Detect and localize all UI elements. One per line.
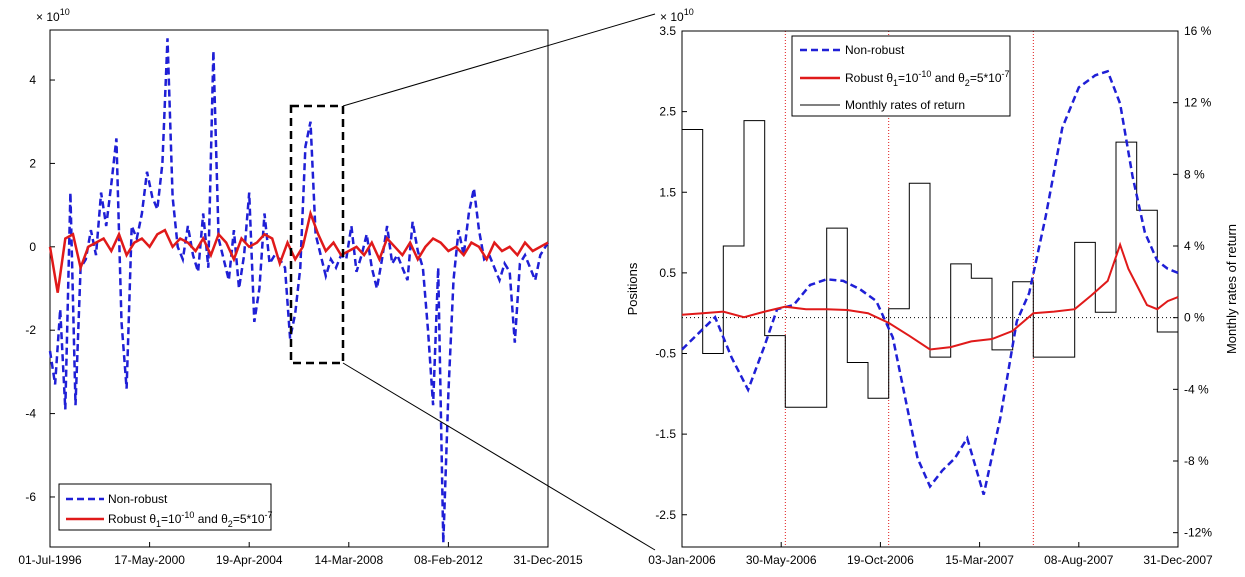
y2-tick-label: 8 %	[1184, 167, 1205, 181]
y-multiplier-label: × 1010	[660, 7, 694, 24]
x-tick-label: 08-Feb-2012	[414, 553, 483, 567]
y2-tick-label: -4 %	[1184, 382, 1209, 396]
zoom-connector	[289, 13, 656, 551]
legend-label-non-robust: Non-robust	[845, 43, 905, 57]
x-tick-label: 15-Mar-2007	[945, 553, 1014, 567]
x-tick-label: 08-Aug-2007	[1044, 553, 1114, 567]
legend-label-robust: Robust θ1=10-10 and θ2=5*10-7	[845, 69, 1010, 88]
y2-tick-label: 4 %	[1184, 239, 1205, 253]
y-tick-label: -2.5	[655, 508, 676, 522]
series-robust-line	[48, 209, 549, 293]
legend-label-non-robust: Non-robust	[108, 492, 168, 506]
y2-tick-label: 16 %	[1184, 24, 1212, 38]
y-tick-label: -2	[25, 323, 36, 337]
right-chart-panel: × 1010 Positions Monthly rates of return 3.…	[625, 7, 1239, 567]
x-tick-label: 19-Oct-2006	[847, 553, 914, 567]
y2-axis-title: Monthly rates of return	[1224, 224, 1239, 354]
legend-label-monthly-returns: Monthly rates of return	[845, 98, 965, 112]
y-tick-label: 2.5	[659, 105, 676, 119]
y-tick-label: 0.5	[659, 266, 676, 280]
y2-tick-label: -12%	[1184, 526, 1212, 540]
series-non-robust-line	[681, 69, 1179, 495]
legend-label-robust: Robust θ1=10-10 and θ2=5*10-7	[108, 510, 273, 529]
zoom-selection-box	[289, 104, 345, 365]
legend-box	[58, 483, 272, 531]
y-tick-label: -0.5	[655, 347, 676, 361]
series-non-robust-line	[48, 38, 550, 543]
left-chart-panel: × 1010 4 2 0 -2 -4 -6 01-Jul-1996 17-May-2000 19-…	[18, 7, 583, 567]
y-tick-label: -1.5	[655, 427, 676, 441]
x-tick-label: 03-Jan-2006	[648, 553, 716, 567]
y-tick-label: -4	[25, 407, 36, 421]
y-axis-title: Positions	[625, 262, 640, 315]
y2-tick-label: 12 %	[1184, 96, 1212, 110]
y-tick-label: 0	[29, 240, 36, 254]
x-tick-label: 14-Mar-2008	[314, 553, 383, 567]
y2-tick-label: -8 %	[1184, 454, 1209, 468]
x-tick-label: 01-Jul-1996	[18, 553, 82, 567]
zoom-connector-bottom	[342, 362, 656, 551]
series-monthly-returns-step	[682, 120, 1179, 408]
x-tick-label: 17-May-2000	[114, 553, 185, 567]
y-tick-label: 1.5	[659, 185, 676, 199]
x-tick-label: 31-Dec-2015	[513, 553, 583, 567]
y-multiplier-label: × 1010	[36, 7, 70, 24]
plot-area-frame	[49, 29, 549, 548]
x-tick-label: 31-Dec-2007	[1143, 553, 1213, 567]
y-tick-label: -6	[25, 490, 36, 504]
y-tick-label: 3.5	[659, 24, 676, 38]
x-tick-label: 30-May-2006	[746, 553, 817, 567]
x-tick-label: 19-Apr-2004	[216, 553, 283, 567]
y-tick-label: 4	[29, 73, 36, 87]
y-tick-label: 2	[29, 156, 36, 170]
y2-tick-label: 0 %	[1184, 311, 1205, 325]
series-robust-line	[681, 241, 1179, 351]
zoom-connector-top	[342, 13, 656, 107]
